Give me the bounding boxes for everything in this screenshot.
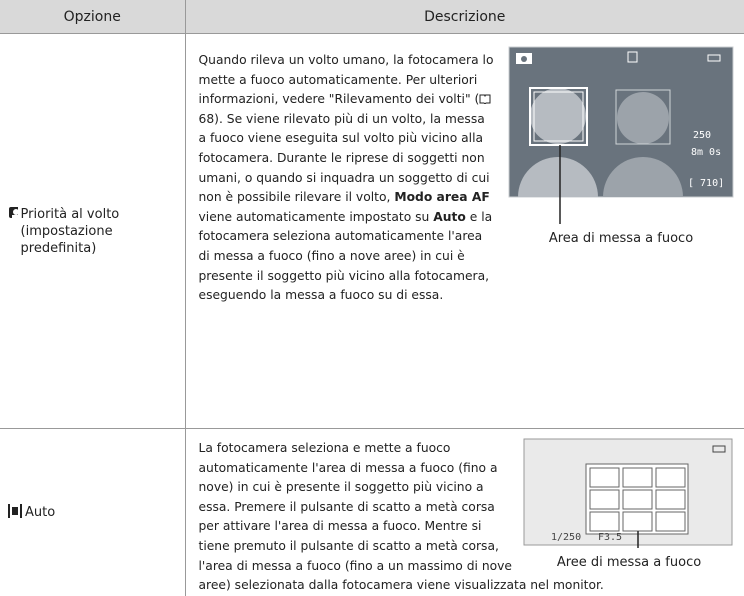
option: Auto [8, 503, 185, 521]
option: Priorità al volto (impostazione predefin… [8, 206, 185, 257]
description-cell: 250 8m 0s [ 710] Area di messa a fuoco Q… [185, 33, 744, 429]
figure-caption: Area di messa a fuoco [548, 230, 694, 246]
screen-text: 1/250 [551, 532, 581, 543]
camera-screen: 250 8m 0s [ 710] [508, 46, 734, 224]
description-bold: Auto [433, 209, 466, 224]
screen-text: 250 [693, 130, 711, 141]
figure: 1/250 F3.5 Aree di messa a fuoco [522, 438, 736, 570]
description-text: Quando rileva un volto umano, la fotocam… [198, 53, 494, 107]
description-cell: 1/250 F3.5 Aree di messa a fuoco La foto… [185, 429, 744, 596]
face-icon [9, 206, 18, 218]
figure: 250 8m 0s [ 710] Area di messa a fuoco [506, 46, 736, 324]
option-cell: Priorità al volto (impostazione predefin… [0, 33, 186, 429]
description-text: viene automaticamente impostato su [198, 209, 434, 224]
screen-text: F3.5 [598, 532, 622, 543]
header-cell: Descrizione [185, 0, 744, 34]
option-label: Auto [25, 504, 56, 520]
row: Auto 1/250 F3.5 Aree di [0, 428, 744, 596]
header-row: Opzione Descrizione [0, 0, 744, 34]
header-cell: Opzione [0, 0, 186, 34]
screen-text: 8m 0s [691, 147, 721, 158]
camera-screen: 1/250 F3.5 [523, 438, 733, 548]
description-text: e la fotocamera seleziona automaticament… [198, 209, 493, 303]
auto-icon [8, 503, 22, 518]
option-label: Priorità al volto (impostazione predefin… [20, 206, 120, 256]
row: Priorità al volto (impostazione predefin… [0, 33, 744, 429]
figure-caption: Aree di messa a fuoco [556, 554, 702, 570]
book-icon [479, 94, 491, 105]
description-bold: Modo area AF [394, 190, 490, 205]
description-text: 68). Se viene rilevato più di un volto, … [198, 111, 490, 205]
option-cell: Auto [0, 428, 186, 596]
screen-text: [ 710] [688, 178, 724, 189]
